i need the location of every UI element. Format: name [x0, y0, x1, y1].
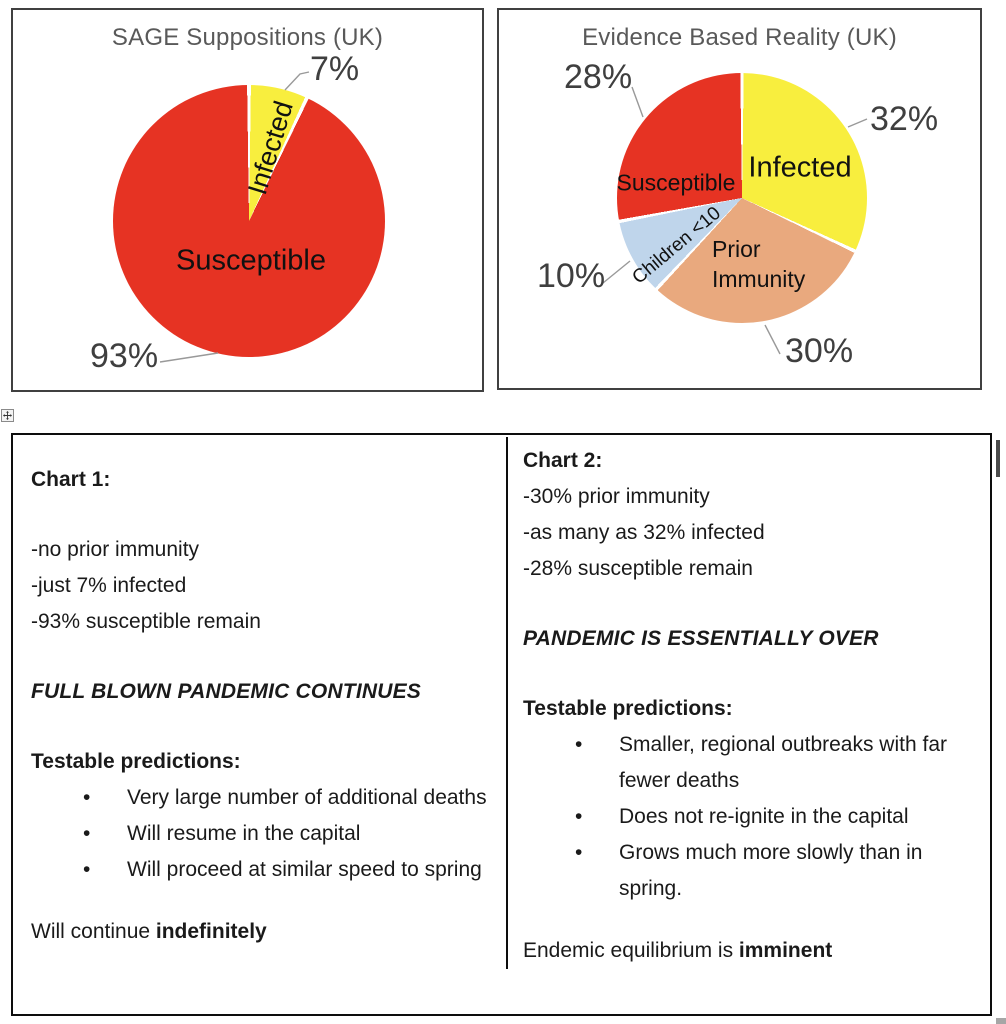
list-item: • Grows much more slowly than in spring.: [523, 835, 978, 907]
bullet-icon: •: [575, 841, 583, 864]
predictions-heading: Testable predictions:: [31, 750, 241, 773]
bullet-icon: •: [83, 858, 91, 881]
slice-label-prior-line1: Prior: [712, 236, 761, 262]
cell-heading: Chart 1:: [31, 468, 111, 491]
slice-label-susceptible: Susceptible: [176, 244, 326, 277]
predictions-heading: Testable predictions:: [523, 697, 733, 720]
bullet-icon: •: [83, 822, 91, 845]
slice-label-prior-line2: Immunity: [712, 266, 806, 292]
verdict-line: FULL BLOWN PANDEMIC CONTINUES: [31, 680, 422, 703]
footer-line: Will continue indefinitely: [31, 914, 494, 950]
bullet-icon: •: [575, 805, 583, 828]
scrollbar-corner: [996, 1018, 1006, 1024]
chart-title: SAGE Suppositions (UK): [111, 24, 384, 51]
slice-label-infected: Infected: [748, 151, 852, 184]
footer-text: Will continue: [31, 920, 156, 943]
cell-heading: Chart 2:: [523, 449, 603, 472]
bullet-icon: •: [575, 733, 583, 756]
pie-evidence-reality: [617, 73, 867, 323]
chart-title: Evidence Based Reality (UK): [582, 24, 897, 51]
bullet-icon: •: [83, 786, 91, 809]
scrollbar-thumb[interactable]: [996, 440, 1000, 477]
list-item: • Does not re-ignite in the capital: [523, 799, 978, 835]
pie-panel-sage-suppositions: SAGE Suppositions (UK) 7% 93% Infected S…: [11, 8, 484, 392]
pie-panel-evidence-reality: Evidence Based Reality (UK) 28% 32% 10% …: [497, 8, 982, 390]
verdict-line: PANDEMIC IS ESSENTIALLY OVER: [523, 627, 879, 650]
callout-susceptible-pct: 93%: [90, 337, 159, 375]
list-item: • Will proceed at similar speed to sprin…: [31, 852, 494, 888]
list-item: • Will resume in the capital: [31, 816, 494, 852]
table-cell-chart2-notes: Chart 2: -30% prior immunity -as many as…: [510, 437, 988, 969]
callout-susceptible-pct: 28%: [564, 58, 633, 96]
list-item: • Very large number of additional deaths: [31, 780, 494, 816]
footer-bold-text: indefinitely: [155, 920, 267, 943]
footer-bold-text: imminent: [738, 939, 833, 962]
fact-line: -as many as 32% infected: [523, 521, 765, 544]
callout-prior-pct: 30%: [785, 332, 854, 370]
slice-label-prior-immunity: Prior Immunity: [712, 234, 805, 294]
table-cell-chart1-notes: Chart 1: -no prior immunity -just 7% inf…: [15, 437, 508, 969]
fact-line: -28% susceptible remain: [523, 557, 753, 580]
pie-sage-suppositions: [113, 85, 385, 357]
comparison-table: Chart 1: -no prior immunity -just 7% inf…: [11, 433, 992, 1016]
callout-infected-pct: 32%: [870, 100, 939, 138]
table-move-handle-icon[interactable]: [1, 409, 14, 422]
fact-line: -30% prior immunity: [523, 485, 710, 508]
footer-line: Endemic equilibrium is imminent: [523, 933, 978, 969]
slice-label-susceptible: Susceptible: [616, 169, 736, 196]
footer-text: Endemic equilibrium is: [523, 939, 739, 962]
list-item: • Smaller, regional outbreaks with far f…: [523, 727, 978, 799]
fact-line: -93% susceptible remain: [31, 610, 261, 633]
callout-children-pct: 10%: [537, 257, 606, 295]
fact-line: -just 7% infected: [31, 574, 187, 597]
callout-infected-pct: 7%: [310, 50, 360, 88]
fact-line: -no prior immunity: [31, 538, 200, 561]
